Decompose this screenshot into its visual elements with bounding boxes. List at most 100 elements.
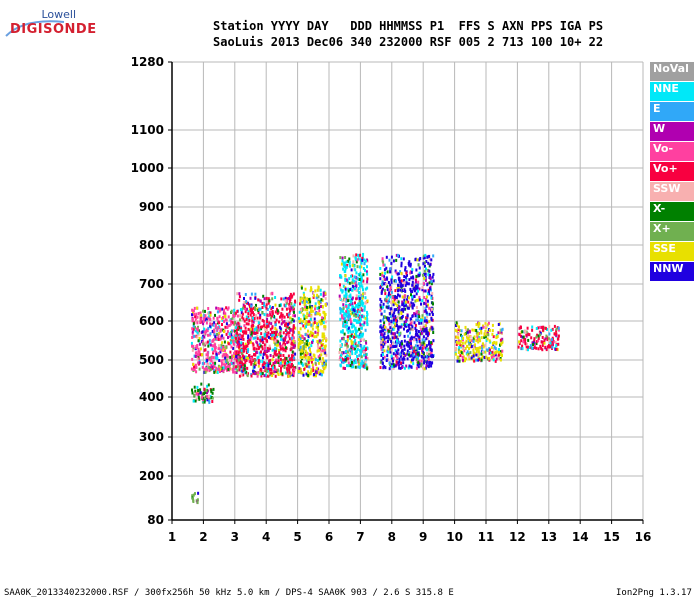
echo-point (209, 324, 212, 328)
echo-point (355, 297, 358, 301)
echo-point (245, 345, 248, 348)
echo-point (356, 344, 359, 348)
echo-point (288, 370, 291, 374)
echo-point (304, 298, 306, 302)
echo-point (462, 345, 465, 349)
echo-point (269, 368, 272, 371)
echo-point (420, 331, 423, 335)
echo-point (491, 329, 494, 333)
echo-point (289, 374, 292, 378)
echo-point (490, 346, 493, 350)
echo-point (203, 370, 206, 374)
echo-point (412, 287, 415, 291)
echo-point (292, 343, 295, 347)
echo-point (204, 331, 207, 335)
echo-point (426, 331, 429, 335)
echo-point (528, 346, 531, 349)
echo-point (417, 352, 420, 356)
echo-point (480, 331, 483, 335)
echo-point (285, 322, 288, 326)
echo-point (406, 295, 409, 299)
echo-point (411, 354, 414, 358)
echo-point (345, 278, 348, 282)
echo-point (325, 339, 327, 343)
echo-point (263, 374, 266, 378)
echo-point (476, 348, 479, 352)
echo-point (294, 326, 297, 330)
echo-point (355, 260, 358, 264)
echo-point (322, 319, 325, 323)
echo-point (548, 332, 551, 336)
echo-point (284, 342, 286, 346)
echo-point (240, 357, 243, 361)
echo-point (303, 314, 306, 318)
echo-point (520, 326, 522, 330)
echo-point (206, 384, 209, 388)
echo-point (311, 327, 314, 331)
echo-point (420, 302, 422, 306)
echo-point (292, 374, 295, 378)
echo-point (428, 329, 431, 332)
echo-point (339, 344, 342, 348)
echo-point (248, 319, 251, 322)
echo-point (265, 373, 267, 377)
echo-point (323, 312, 326, 316)
echo-point (204, 370, 207, 374)
echo-point (380, 354, 383, 357)
echo-point (308, 356, 310, 360)
x-tick-label: 2 (199, 530, 207, 544)
echo-point (461, 352, 464, 356)
echo-point (321, 362, 324, 366)
echo-point (297, 370, 300, 374)
echo-point (219, 335, 222, 339)
echo-point (410, 346, 413, 349)
echo-point (271, 358, 274, 362)
echo-point (425, 364, 428, 367)
echo-point (426, 299, 429, 303)
echo-point (383, 337, 386, 341)
echo-point (284, 296, 287, 300)
echo-point (308, 298, 311, 301)
echo-point (413, 312, 416, 316)
echo-point (266, 320, 268, 323)
echo-point (310, 323, 313, 327)
echo-point (303, 300, 306, 304)
echo-point (469, 344, 472, 348)
echo-point (532, 343, 535, 346)
echo-point (392, 300, 395, 304)
echo-point (306, 351, 309, 355)
echo-point (257, 298, 260, 302)
echo-point (293, 341, 296, 345)
echo-point (301, 321, 303, 325)
echo-point (205, 353, 208, 357)
echo-point (192, 309, 195, 313)
echo-point (245, 356, 248, 360)
echo-point (308, 365, 311, 369)
echo-point (198, 397, 201, 401)
echo-point (381, 343, 384, 347)
echo-point (299, 337, 302, 340)
echo-point (406, 357, 409, 361)
echo-point (457, 332, 460, 336)
echo-point (319, 288, 322, 292)
echo-point (427, 273, 430, 277)
echo-point (357, 359, 360, 363)
echo-point (311, 309, 314, 313)
echo-point (470, 344, 473, 348)
echo-point (274, 310, 277, 314)
echo-point (282, 342, 285, 346)
echo-point (262, 352, 265, 356)
echo-point (298, 320, 301, 324)
echo-point (492, 335, 495, 339)
echo-point (468, 329, 471, 333)
echo-point (323, 316, 326, 320)
echo-point (541, 325, 543, 329)
echo-point (353, 264, 356, 268)
echo-point (379, 303, 382, 307)
echo-point (357, 273, 360, 276)
echo-point (314, 304, 317, 308)
echo-point (196, 357, 199, 361)
echo-point (213, 321, 216, 325)
echo-point (304, 353, 307, 357)
echo-point (339, 311, 342, 315)
